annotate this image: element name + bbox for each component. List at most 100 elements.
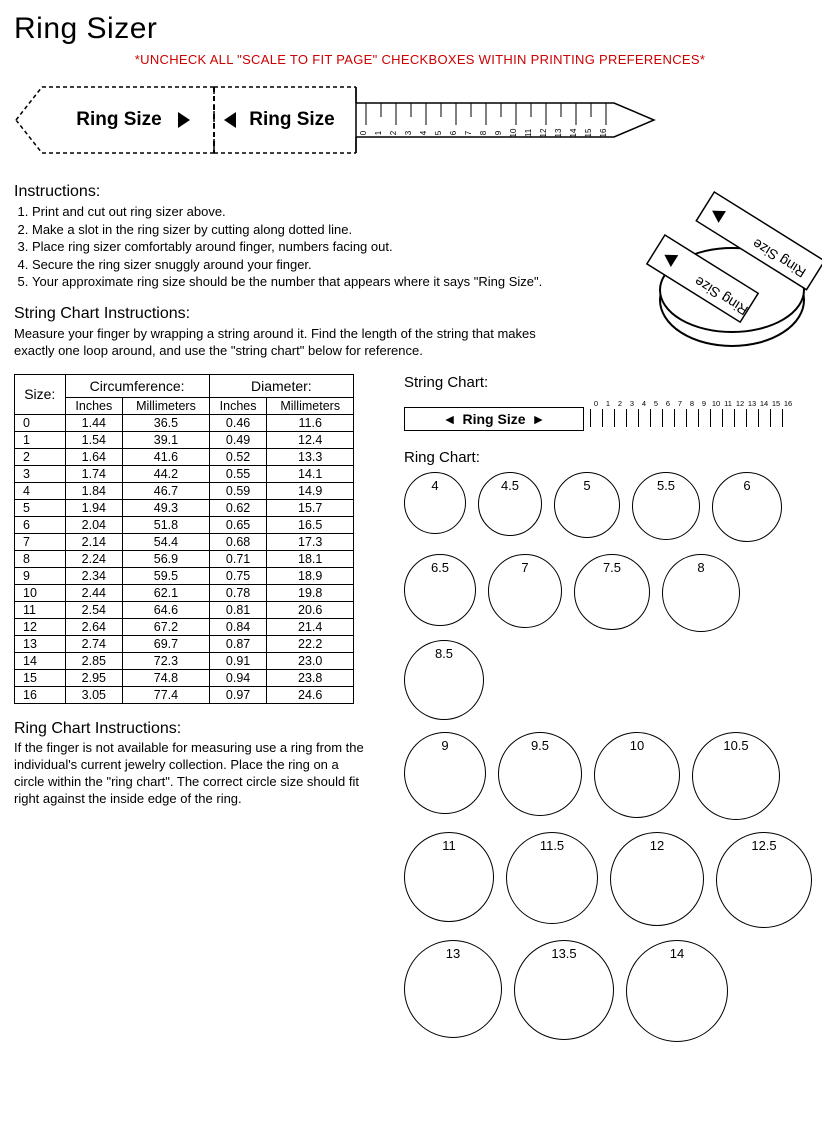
scale-number: 7 (674, 399, 686, 408)
cell-circ-in: 2.04 (65, 516, 123, 533)
cell-size: 9 (15, 567, 66, 584)
cell-dia-in: 0.52 (209, 448, 267, 465)
cell-dia-in: 0.94 (209, 669, 267, 686)
cell-dia-in: 0.71 (209, 550, 267, 567)
size-table: Size: Circumference: Diameter: Inches Mi… (14, 374, 354, 704)
cell-circ-in: 2.64 (65, 618, 123, 635)
svg-text:5: 5 (434, 130, 443, 135)
cell-size: 0 (15, 414, 66, 431)
ring-circle-label: 12.5 (717, 838, 811, 853)
cell-dia-in: 0.81 (209, 601, 267, 618)
ring-circle: 7.5 (574, 554, 650, 630)
cell-size: 10 (15, 584, 66, 601)
cell-circ-mm: 67.2 (123, 618, 210, 635)
scale-tick (710, 409, 722, 427)
cell-circ-in: 1.74 (65, 465, 123, 482)
cell-circ-in: 1.44 (65, 414, 123, 431)
svg-text:15: 15 (584, 128, 593, 137)
scale-number: 10 (710, 399, 722, 408)
scale-tick (638, 409, 650, 427)
svg-text:11: 11 (524, 128, 533, 137)
cell-dia-mm: 22.2 (267, 635, 354, 652)
table-row: 163.0577.40.9724.6 (15, 686, 354, 703)
svg-text:13: 13 (554, 128, 563, 137)
scale-tick (722, 409, 734, 427)
cell-dia-mm: 15.7 (267, 499, 354, 516)
cell-size: 15 (15, 669, 66, 686)
cell-size: 16 (15, 686, 66, 703)
cell-dia-mm: 12.4 (267, 431, 354, 448)
svg-text:Ring Size: Ring Size (249, 109, 335, 130)
svg-text:8: 8 (479, 130, 488, 135)
scale-number: 6 (662, 399, 674, 408)
cell-size: 8 (15, 550, 66, 567)
ring-circle: 8 (662, 554, 740, 632)
cell-circ-in: 3.05 (65, 686, 123, 703)
ring-chart-grid: 44.555.566.577.588.599.51010.51111.51212… (404, 472, 826, 1042)
ring-circle: 14 (626, 940, 728, 1042)
string-instructions-title: String Chart Instructions: (14, 305, 544, 323)
table-row: 01.4436.50.4611.6 (15, 414, 354, 431)
cell-dia-in: 0.55 (209, 465, 267, 482)
svg-text:14: 14 (569, 128, 578, 137)
cell-dia-mm: 16.5 (267, 516, 354, 533)
scale-tick (758, 409, 770, 427)
scale-number: 16 (782, 399, 794, 408)
cell-circ-in: 2.85 (65, 652, 123, 669)
ring-circle: 9 (404, 732, 486, 814)
cell-dia-in: 0.49 (209, 431, 267, 448)
cell-size: 3 (15, 465, 66, 482)
cell-dia-in: 0.62 (209, 499, 267, 516)
cell-size: 14 (15, 652, 66, 669)
ring-circle-label: 10.5 (693, 738, 779, 753)
scale-number: 3 (626, 399, 638, 408)
ring-circle-label: 6.5 (405, 560, 475, 575)
print-warning: *UNCHECK ALL "SCALE TO FIT PAGE" CHECKBO… (14, 52, 826, 67)
cell-circ-in: 2.95 (65, 669, 123, 686)
table-row: 122.6467.20.8421.4 (15, 618, 354, 635)
cell-circ-in: 2.74 (65, 635, 123, 652)
ring-circle-label: 8 (663, 560, 739, 575)
ring-chart-instructions-text: If the finger is not available for measu… (14, 740, 364, 808)
col-circ-inches: Inches (65, 397, 123, 414)
col-dia-mm: Millimeters (267, 397, 354, 414)
cell-dia-mm: 23.8 (267, 669, 354, 686)
scale-tick (734, 409, 746, 427)
cell-dia-in: 0.65 (209, 516, 267, 533)
cell-circ-mm: 39.1 (123, 431, 210, 448)
ring-circle-label: 11 (405, 838, 493, 853)
string-instructions-text: Measure your finger by wrapping a string… (14, 325, 544, 360)
svg-text:3: 3 (404, 130, 413, 135)
table-row: 72.1454.40.6817.3 (15, 533, 354, 550)
cell-dia-mm: 13.3 (267, 448, 354, 465)
cell-dia-mm: 14.9 (267, 482, 354, 499)
cell-dia-in: 0.97 (209, 686, 267, 703)
cell-circ-in: 2.24 (65, 550, 123, 567)
scale-number: 4 (638, 399, 650, 408)
cell-circ-in: 2.14 (65, 533, 123, 550)
string-chart-scale: ◄ Ring Size ► 012345678910111213141516 (404, 395, 826, 437)
cell-size: 5 (15, 499, 66, 516)
svg-text:10: 10 (509, 128, 518, 137)
table-row: 142.8572.30.9123.0 (15, 652, 354, 669)
scale-tick (590, 409, 602, 427)
cell-circ-in: 2.44 (65, 584, 123, 601)
svg-text:12: 12 (539, 128, 548, 137)
table-row: 51.9449.30.6215.7 (15, 499, 354, 516)
cell-circ-mm: 54.4 (123, 533, 210, 550)
col-diameter: Diameter: (209, 374, 353, 397)
svg-text:0: 0 (359, 130, 368, 135)
scale-number: 14 (758, 399, 770, 408)
cell-dia-mm: 21.4 (267, 618, 354, 635)
table-row: 11.5439.10.4912.4 (15, 431, 354, 448)
string-chart-title: String Chart: (404, 374, 826, 391)
cell-circ-mm: 44.2 (123, 465, 210, 482)
cell-size: 1 (15, 431, 66, 448)
svg-text:6: 6 (449, 130, 458, 135)
arrow-right-icon: ► (532, 411, 546, 427)
ring-circle-label: 12 (611, 838, 703, 853)
cell-circ-mm: 46.7 (123, 482, 210, 499)
cell-circ-mm: 77.4 (123, 686, 210, 703)
cell-circ-mm: 56.9 (123, 550, 210, 567)
col-circumference: Circumference: (65, 374, 209, 397)
